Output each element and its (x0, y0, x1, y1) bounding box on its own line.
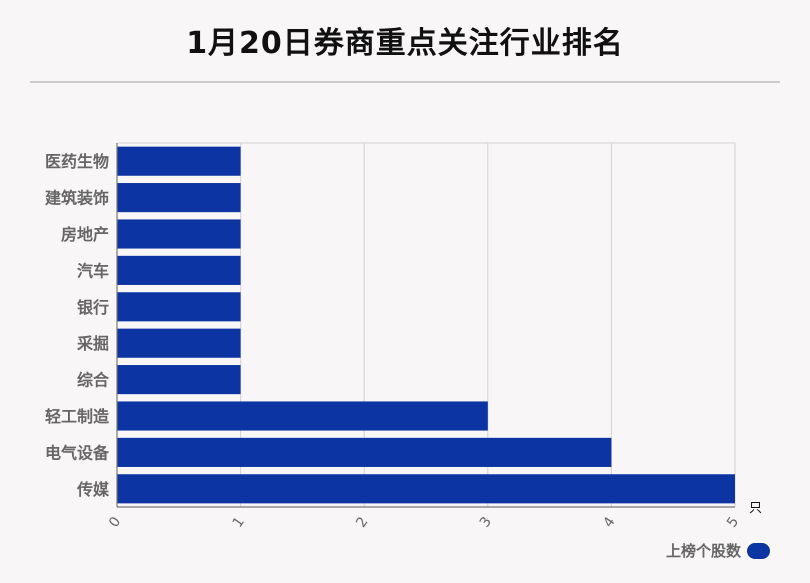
y-category-label: 银行 (77, 298, 109, 317)
y-category-label: 医药生物 (45, 152, 109, 171)
chart-title: 1月20日券商重点关注行业排名 (186, 26, 624, 61)
bar (117, 401, 488, 431)
legend-label: 上榜个股数 (665, 542, 741, 560)
x-tick-label: 4 (600, 514, 618, 531)
y-category-label: 采掘 (76, 334, 109, 353)
x-tick-label: 3 (477, 514, 495, 530)
y-category-label: 综合 (77, 371, 110, 390)
y-category-label: 汽车 (77, 261, 109, 280)
x-tick-label: 2 (353, 514, 371, 530)
axis-unit-label: 只 (749, 501, 763, 516)
bar (117, 219, 241, 249)
y-category-label: 传媒 (76, 480, 110, 499)
y-category-label: 轻工制造 (45, 407, 110, 426)
x-tick-label: 0 (106, 514, 124, 530)
bar (117, 474, 735, 504)
bar (117, 146, 241, 176)
bar (117, 437, 612, 467)
y-category-label: 建筑装饰 (45, 189, 109, 208)
y-category-label: 房地产 (61, 225, 109, 244)
bar (117, 292, 241, 322)
legend-swatch (747, 542, 770, 559)
x-tick-label: 1 (230, 514, 248, 530)
bar (117, 328, 241, 358)
bar (117, 255, 241, 285)
legend[interactable]: 上榜个股数 (666, 540, 770, 561)
y-category-label: 电气设备 (45, 443, 110, 462)
bar (117, 183, 241, 213)
bar (117, 365, 241, 395)
title-divider (30, 81, 780, 83)
x-tick-label: 5 (724, 514, 742, 530)
